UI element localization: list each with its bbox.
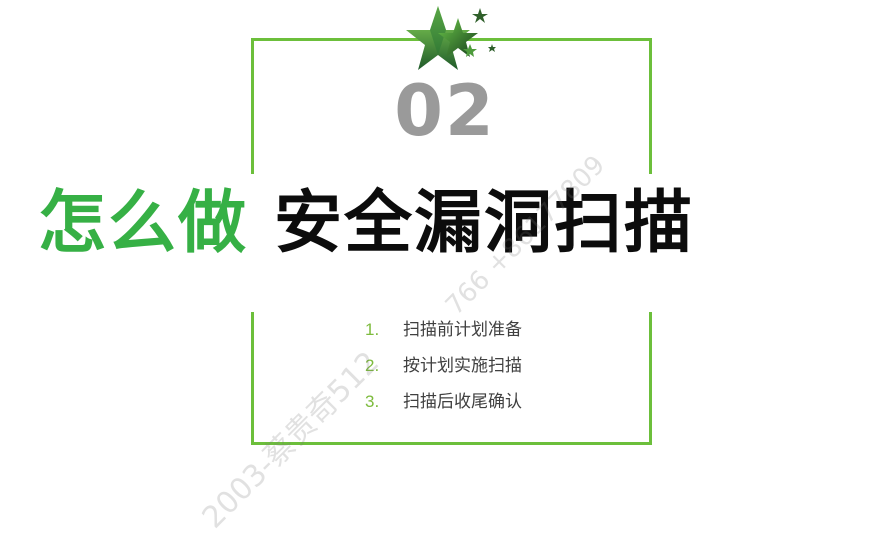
title-band [0,174,890,312]
list-item: 1. 扫描前计划准备 [365,312,522,348]
slide-title: 怎么做 安全漏洞扫描 [38,190,878,258]
list-item-number: 3. [365,392,380,411]
title-green-part: 怎么做 [38,184,249,263]
list-item-number: 2. [365,356,380,375]
title-black-part: 安全漏洞扫描 [274,184,695,263]
step-list: 1. 扫描前计划准备 2. 按计划实施扫描 3. 扫描后收尾确认 [365,312,522,420]
list-item-text: 扫描后收尾确认 [403,392,522,412]
list-item-number: 1. [365,320,380,339]
list-item-text: 扫描前计划准备 [403,320,522,340]
list-item: 2. 按计划实施扫描 [365,348,522,384]
section-number: 02 [394,70,496,152]
star-cluster-icon [406,6,496,70]
list-item-text: 按计划实施扫描 [403,356,522,376]
list-item: 3. 扫描后收尾确认 [365,384,522,420]
